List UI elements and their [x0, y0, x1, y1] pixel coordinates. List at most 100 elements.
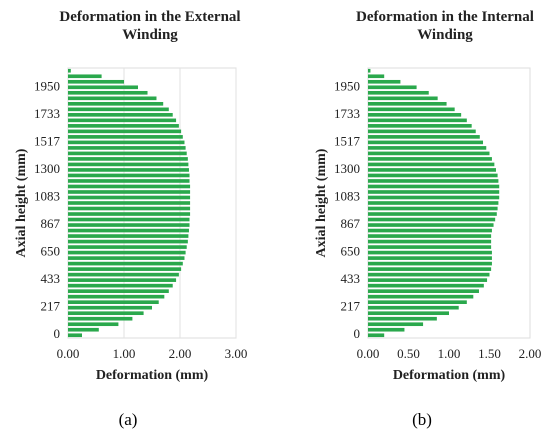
bar [68, 278, 177, 282]
bar [68, 190, 191, 194]
bar [368, 101, 447, 106]
x-tick-label: 0.00 [57, 346, 80, 361]
bar [368, 327, 405, 332]
bar [368, 68, 371, 73]
y-tick-label: 0 [354, 326, 361, 341]
bar [368, 250, 492, 255]
y-tick-label: 0 [54, 326, 61, 341]
bar [68, 124, 179, 128]
bar [368, 217, 496, 222]
bar [368, 151, 490, 156]
bar [368, 322, 424, 327]
y-tick-label: 217 [41, 299, 61, 314]
chart-title: Deformation in the External Winding [59, 9, 241, 43]
bar [68, 146, 186, 150]
bar [368, 223, 494, 227]
bar [368, 316, 437, 321]
bar [368, 157, 492, 161]
bar [68, 157, 188, 161]
bar [68, 217, 190, 222]
x-axis-label: Deformation (mm) [393, 368, 506, 383]
bar [368, 168, 496, 172]
x-tick-label: 3.00 [225, 346, 248, 361]
bar [68, 300, 159, 305]
bar [368, 239, 492, 244]
bar [368, 289, 479, 293]
bar [368, 294, 474, 299]
bar [368, 113, 462, 117]
bar [68, 223, 190, 227]
caption: (a) [118, 410, 138, 429]
bar [68, 135, 183, 139]
bar [368, 228, 492, 233]
bar [68, 289, 169, 293]
bar [68, 322, 119, 327]
bar [368, 140, 484, 145]
bar [368, 305, 459, 310]
bar [368, 267, 492, 271]
bar [368, 129, 476, 134]
bar [68, 316, 133, 321]
bar [368, 96, 438, 101]
chart-title: Deformation in the Internal Winding [356, 9, 534, 43]
y-tick-label: 867 [41, 216, 61, 231]
bar [68, 327, 99, 332]
bar [368, 173, 498, 178]
bar [68, 90, 148, 95]
y-tick-label: 1517 [34, 133, 61, 148]
bar [368, 184, 500, 189]
y-axis-label: Axial height (mm) [314, 148, 329, 257]
bar [68, 179, 190, 183]
caption: (b) [412, 410, 432, 429]
y-tick-label: 650 [41, 244, 61, 259]
bar [368, 124, 472, 128]
bar [368, 195, 500, 200]
y-tick-label: 1300 [34, 161, 60, 176]
bar [68, 283, 173, 288]
bar [68, 118, 177, 123]
bar [68, 113, 173, 117]
y-tick-label: 1733 [34, 106, 60, 121]
x-tick-label: 1.00 [438, 346, 461, 361]
bar [68, 96, 157, 101]
bar [68, 206, 191, 211]
bar [368, 234, 492, 238]
x-tick-label: 0.50 [397, 346, 420, 361]
bar [368, 206, 498, 211]
bar [68, 151, 187, 156]
bar [68, 261, 183, 266]
bar [368, 212, 497, 216]
bar [368, 162, 495, 167]
bar [68, 85, 138, 90]
bar [368, 190, 500, 194]
bar [68, 305, 152, 310]
bar [68, 228, 189, 233]
bar [368, 256, 492, 260]
y-tick-label: 1517 [334, 133, 361, 148]
bar [68, 68, 71, 73]
bar [368, 201, 499, 205]
bar [68, 74, 102, 79]
y-tick-label: 1083 [34, 188, 60, 203]
x-tick-label: 2.00 [519, 346, 542, 361]
bar [68, 234, 189, 238]
x-tick-label: 1.00 [113, 346, 136, 361]
y-tick-label: 217 [341, 299, 361, 314]
y-tick-label: 1950 [34, 78, 60, 93]
bar [68, 245, 187, 249]
y-tick-label: 1300 [334, 161, 360, 176]
bar [368, 272, 490, 277]
bar [68, 195, 191, 200]
y-tick-label: 1733 [334, 106, 360, 121]
bar [368, 107, 455, 112]
bar [68, 107, 169, 112]
y-tick-label: 1950 [334, 78, 360, 93]
bar [68, 79, 124, 84]
y-tick-label: 867 [341, 216, 361, 231]
bar [68, 101, 164, 106]
bar [68, 267, 182, 271]
bar [368, 74, 385, 79]
bar [368, 311, 449, 316]
bar [68, 168, 189, 172]
